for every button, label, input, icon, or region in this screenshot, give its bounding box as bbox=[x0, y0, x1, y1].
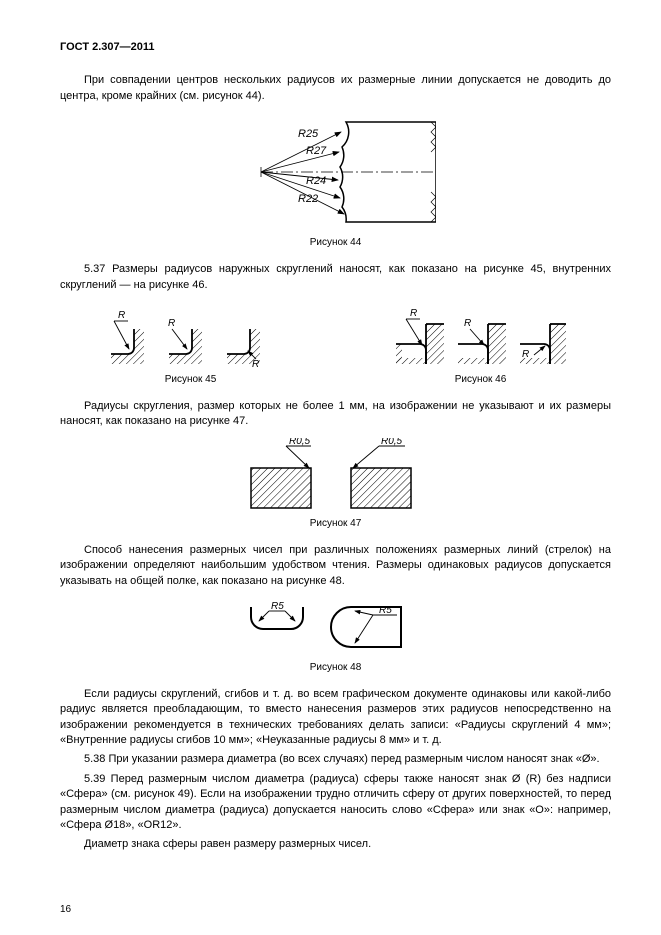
page-number: 16 bbox=[60, 903, 71, 917]
fig44-label-r22: R22 bbox=[298, 193, 318, 205]
figure-44: R25 R27 R24 R22 bbox=[236, 112, 436, 232]
caption-45: Рисунок 45 bbox=[165, 373, 217, 387]
page: ГОСТ 2.307—2011 При совпадении центров н… bbox=[0, 0, 661, 935]
para-2: 5.37 Размеры радиусов наружных скруглени… bbox=[60, 262, 611, 293]
fig45-label-1: R bbox=[118, 310, 125, 321]
fig45-label-3: R bbox=[252, 359, 259, 369]
doc-header: ГОСТ 2.307—2011 bbox=[60, 40, 611, 55]
fig46-label-1: R bbox=[410, 308, 417, 319]
fig45-label-2: R bbox=[168, 318, 175, 329]
para-7: 5.39 Перед размерным числом диаметра (ра… bbox=[60, 772, 611, 834]
figure-47: R0,5 R0,5 bbox=[241, 438, 431, 513]
para-3: Радиусы скругления, размер которых не бо… bbox=[60, 399, 611, 430]
para-5: Если радиусы скруглений, сгибов и т. д. … bbox=[60, 687, 611, 749]
fig44-label-r24: R24 bbox=[306, 175, 326, 187]
para-8: Диаметр знака сферы равен размеру размер… bbox=[60, 837, 611, 852]
figure-row-45-46: R R R Рисунок 45 bbox=[60, 299, 611, 399]
figure-45: R R R bbox=[106, 299, 276, 369]
fig48-label-2: R5 bbox=[379, 605, 392, 616]
fig44-label-r27: R27 bbox=[306, 145, 327, 157]
caption-48: Рисунок 48 bbox=[60, 661, 611, 675]
para-1: При совпадении центров нескольких радиус… bbox=[60, 73, 611, 104]
fig46-label-2: R bbox=[464, 318, 471, 329]
figure-48: R5 R5 bbox=[241, 597, 431, 657]
caption-44: Рисунок 44 bbox=[60, 236, 611, 250]
para-6: 5.38 При указании размера диаметра (во в… bbox=[60, 752, 611, 767]
fig44-label-r25: R25 bbox=[298, 128, 319, 140]
fig46-label-3: R bbox=[522, 349, 529, 360]
caption-47: Рисунок 47 bbox=[60, 517, 611, 531]
fig48-label-1: R5 bbox=[271, 601, 284, 612]
para-4: Способ нанесения размерных чисел при раз… bbox=[60, 543, 611, 589]
fig47-label-2: R0,5 bbox=[381, 438, 403, 447]
figure-46: R R bbox=[396, 299, 566, 369]
fig47-label-1: R0,5 bbox=[289, 438, 311, 447]
caption-46: Рисунок 46 bbox=[455, 373, 507, 387]
